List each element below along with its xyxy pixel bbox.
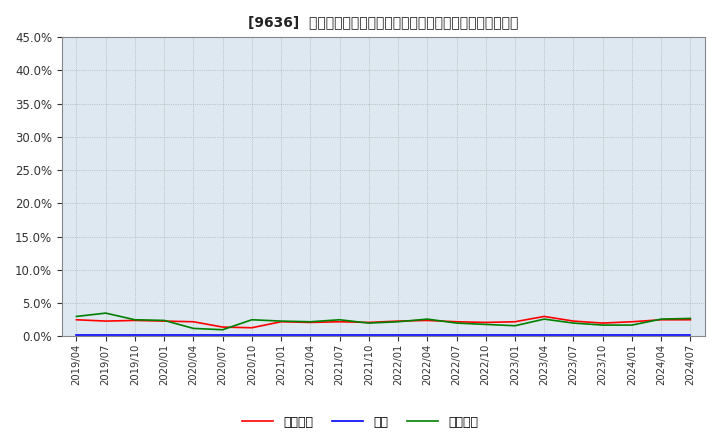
在庫 [364, 332, 373, 337]
売上債権 [598, 320, 607, 326]
売上債権 [306, 320, 315, 325]
買入債務 [160, 318, 168, 323]
在庫 [598, 332, 607, 337]
Title: [9636]  売上債権、在庫、買入債務の総資産に対する比率の推移: [9636] 売上債権、在庫、買入債務の総資産に対する比率の推移 [248, 15, 518, 29]
在庫 [657, 332, 665, 337]
在庫 [306, 332, 315, 337]
在庫 [248, 332, 256, 337]
買入債務 [364, 320, 373, 326]
在庫 [189, 332, 198, 337]
売上債権 [657, 317, 665, 323]
買入債務 [102, 311, 110, 316]
買入債務 [72, 314, 81, 319]
在庫 [130, 332, 139, 337]
売上債権 [72, 317, 81, 323]
売上債権 [248, 325, 256, 330]
在庫 [218, 332, 227, 337]
売上債権 [540, 314, 549, 319]
売上債権 [160, 319, 168, 324]
売上債権 [276, 319, 285, 324]
売上債権 [102, 319, 110, 324]
在庫 [482, 332, 490, 337]
在庫 [72, 332, 81, 337]
在庫 [540, 332, 549, 337]
Line: 売上債権: 売上債権 [76, 316, 690, 328]
買入債務 [510, 323, 519, 328]
買入債務 [423, 316, 431, 322]
買入債務 [598, 323, 607, 328]
買入債務 [569, 320, 577, 326]
在庫 [452, 332, 461, 337]
売上債権 [686, 317, 695, 323]
売上債権 [336, 319, 344, 324]
売上債権 [482, 320, 490, 325]
売上債権 [364, 320, 373, 325]
買入債務 [248, 317, 256, 323]
買入債務 [336, 317, 344, 323]
売上債権 [423, 318, 431, 323]
買入債務 [452, 320, 461, 326]
在庫 [276, 332, 285, 337]
買入債務 [306, 319, 315, 324]
買入債務 [628, 323, 636, 328]
在庫 [569, 332, 577, 337]
買入債務 [276, 319, 285, 324]
買入債務 [189, 326, 198, 331]
在庫 [394, 332, 402, 337]
売上債権 [130, 318, 139, 323]
在庫 [686, 332, 695, 337]
買入債務 [130, 317, 139, 323]
Line: 買入債務: 買入債務 [76, 313, 690, 330]
Legend: 売上債権, 在庫, 買入債務: 売上債権, 在庫, 買入債務 [237, 411, 483, 434]
売上債権 [189, 319, 198, 324]
売上債権 [628, 319, 636, 324]
売上債権 [218, 324, 227, 330]
在庫 [336, 332, 344, 337]
在庫 [160, 332, 168, 337]
売上債権 [569, 319, 577, 324]
在庫 [628, 332, 636, 337]
買入債務 [657, 316, 665, 322]
買入債務 [540, 316, 549, 322]
在庫 [423, 332, 431, 337]
買入債務 [394, 319, 402, 324]
買入債務 [218, 327, 227, 332]
買入債務 [686, 316, 695, 321]
売上債権 [510, 319, 519, 324]
在庫 [102, 332, 110, 337]
買入債務 [482, 322, 490, 327]
売上債権 [394, 319, 402, 324]
売上債権 [452, 319, 461, 324]
在庫 [510, 332, 519, 337]
